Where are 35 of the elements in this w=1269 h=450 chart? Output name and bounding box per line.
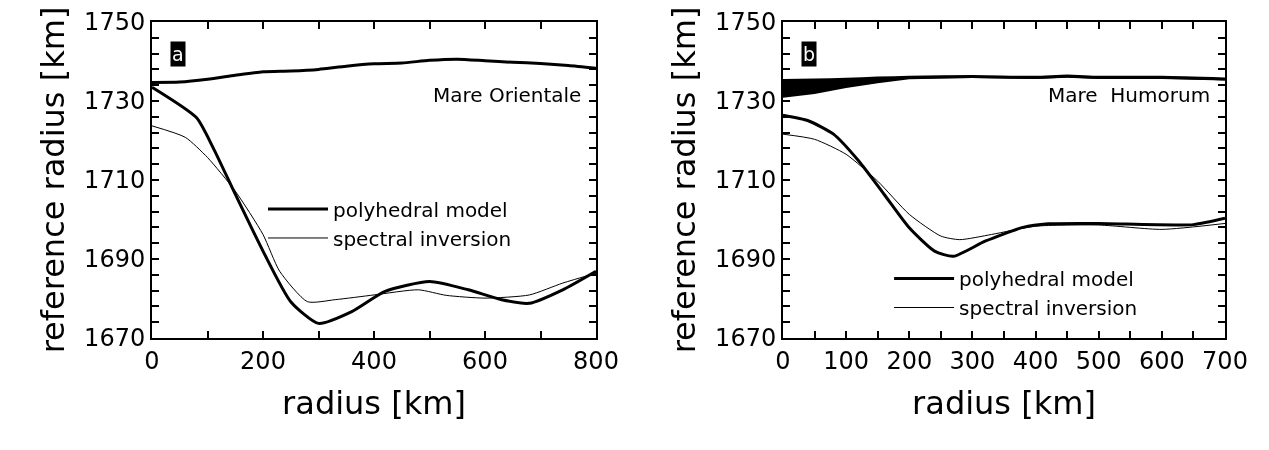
x-tick-label: 500 — [1075, 346, 1122, 375]
x-tick-label: 0 — [775, 346, 791, 375]
x-tick-label: 0 — [144, 346, 160, 375]
x-tick-label: 400 — [351, 346, 397, 375]
y-tick-label: 1690 — [715, 245, 777, 274]
y-tick-label: 1710 — [715, 166, 777, 195]
y-tick-label: 1670 — [715, 324, 777, 353]
legend-label: spectral inversion — [959, 296, 1138, 321]
y-axis-title: reference radius [km] — [664, 6, 703, 354]
x-axis-title: radius [km] — [912, 384, 1096, 423]
y-tick-label: 1730 — [715, 87, 777, 116]
annotation: a — [172, 43, 184, 65]
y-tick-label: 1730 — [84, 87, 146, 116]
x-tick-label: 200 — [886, 346, 933, 375]
x-tick-label: 200 — [240, 346, 286, 375]
x-tick-label: 600 — [1138, 346, 1185, 375]
y-tick-label: 1690 — [84, 245, 146, 274]
x-tick-label: 400 — [1012, 346, 1059, 375]
x-axis-title: radius [km] — [282, 384, 466, 423]
x-tick-label: 800 — [573, 346, 619, 375]
x-tick-label: 600 — [462, 346, 508, 375]
x-tick-label: 300 — [949, 346, 996, 375]
y-tick-label: 1750 — [715, 8, 777, 37]
y-tick-label: 1710 — [84, 166, 146, 195]
annotation: Mare Orientale — [433, 83, 582, 107]
legend-label: polyhedral model — [959, 267, 1134, 292]
y-tick-label: 1670 — [84, 324, 146, 353]
annotation: b — [803, 43, 816, 65]
legend-label: spectral inversion — [333, 226, 512, 251]
x-tick-label: 700 — [1202, 346, 1248, 375]
legend-label: polyhedral model — [333, 197, 508, 222]
annotation: Mare Humorum — [1048, 83, 1211, 107]
x-tick-label: 100 — [823, 346, 870, 375]
y-axis-title: reference radius [km] — [33, 6, 72, 354]
y-tick-label: 1750 — [84, 8, 146, 37]
